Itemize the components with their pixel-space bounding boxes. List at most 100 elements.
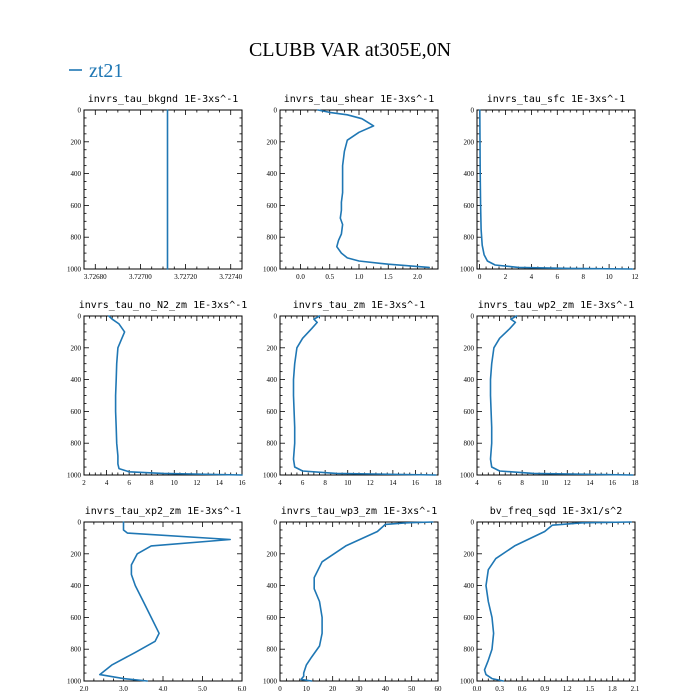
- panel-9: bv_freq_sqd 1E-3x1/s^2020040060080010000…: [460, 506, 640, 693]
- x-tick-label: 4.0: [159, 685, 168, 693]
- x-tick-label: 6: [127, 479, 131, 487]
- x-tick-label: 10: [303, 685, 311, 693]
- x-tick-label: 8: [150, 479, 154, 487]
- x-tick-label: 0: [278, 685, 282, 693]
- x-tick-label: 14: [216, 479, 224, 487]
- x-tick-label: 12: [632, 273, 640, 281]
- y-tick-label: 0: [78, 313, 82, 321]
- y-tick-label: 0: [274, 313, 278, 321]
- plot-frame: [279, 315, 439, 476]
- x-tick-label: 10: [344, 479, 352, 487]
- y-tick-label: 1000: [460, 266, 475, 274]
- panel-1: invrs_tau_bkgnd 1E-3xs^-1 0 200 400 600 800 10…: [67, 94, 243, 281]
- x-tick-label: 4: [530, 273, 534, 281]
- y-tick-label: 0: [274, 519, 278, 527]
- x-tick-label: 2: [504, 273, 508, 281]
- x-tick-label: 8: [520, 479, 524, 487]
- x-tick-label: 3.72720: [174, 273, 197, 281]
- y-tick-label: 800: [464, 646, 475, 654]
- x-tick-label: 6: [301, 479, 305, 487]
- y-tick-label: 400: [464, 582, 475, 590]
- y-tick-label: 1000: [263, 678, 278, 686]
- x-tick-label: 5.0: [198, 685, 207, 693]
- panel-title: invrs_tau_wp3_zm 1E-3xs^-1: [281, 506, 438, 517]
- plot-frame: [279, 521, 439, 682]
- x-tick-label: 16: [609, 479, 617, 487]
- x-tick-label: 1.0: [355, 273, 364, 281]
- x-tick-label: 0.0: [296, 273, 305, 281]
- x-tick-label: 12: [367, 479, 375, 487]
- x-tick-label: 3.72700: [129, 273, 152, 281]
- y-tick-label: 800: [71, 646, 82, 654]
- y-tick-label: 600: [71, 202, 82, 210]
- y-tick-label: 200: [464, 550, 475, 558]
- y-tick-label: 600: [267, 614, 278, 622]
- x-tick-label: 4: [475, 479, 479, 487]
- x-tick-label: 0: [478, 273, 482, 281]
- x-tick-label: 2.0: [413, 273, 422, 281]
- panel-8: invrs_tau_wp3_zm 1E-3xs^-102004006008001…: [263, 506, 442, 693]
- x-tick-label: 10: [171, 479, 179, 487]
- y-tick-label: 200: [267, 550, 278, 558]
- y-tick-label: 0: [471, 107, 475, 115]
- y-tick-label: 200: [464, 138, 475, 146]
- panel-6: invrs_tau_wp2_zm 1E-3xs^-10 200 400 600 800 1…: [460, 300, 639, 487]
- x-tick-label: 18: [435, 479, 443, 487]
- y-tick-label: 400: [267, 376, 278, 384]
- y-tick-label: 0: [471, 519, 475, 527]
- series-line-1: [489, 315, 634, 476]
- x-tick-label: 8: [581, 273, 585, 281]
- y-tick-label: 400: [71, 376, 82, 384]
- y-tick-label: 1000: [460, 472, 475, 480]
- panel-title: invrs_tau_xp2_zm 1E-3xs^-1: [85, 506, 242, 517]
- y-tick-label: 800: [464, 440, 475, 448]
- y-tick-label: 1000: [67, 472, 82, 480]
- y-tick-label: 1000: [67, 678, 82, 686]
- y-tick-label: 600: [464, 408, 475, 416]
- panel-4: invrs_tau_no_N2_zm 1E-3xs^-1 0 200 400 600 80…: [67, 300, 247, 487]
- panel-title: invrs_tau_no_N2_zm 1E-3xs^-1: [79, 300, 248, 311]
- x-tick-label: 14: [389, 479, 397, 487]
- y-tick-label: 400: [464, 170, 475, 178]
- y-tick-label: 1000: [263, 266, 278, 274]
- y-tick-label: 800: [267, 646, 278, 654]
- y-tick-label: 600: [71, 614, 82, 622]
- y-tick-label: 600: [267, 408, 278, 416]
- x-tick-label: 20: [329, 685, 337, 693]
- legend-label: zt21: [89, 60, 123, 82]
- series-line-1: [292, 315, 437, 476]
- x-tick-label: 0.3: [495, 685, 504, 693]
- x-tick-label: 10: [541, 479, 549, 487]
- panel-5: invrs_tau_zm 1E-3xs^-1 0 200 400 600 800 10004…: [263, 300, 442, 487]
- y-tick-label: 600: [464, 202, 475, 210]
- series-line-1: [108, 315, 243, 476]
- x-tick-label: 6.0: [238, 685, 247, 693]
- series-line-1: [483, 521, 633, 682]
- x-tick-label: 4: [278, 479, 282, 487]
- x-tick-label: 16: [412, 479, 420, 487]
- x-tick-label: 30: [356, 685, 364, 693]
- plot-frame: [83, 521, 243, 682]
- y-tick-label: 200: [71, 138, 82, 146]
- y-tick-label: 400: [267, 582, 278, 590]
- x-tick-label: 2.0: [80, 685, 89, 693]
- x-tick-label: 3.0: [119, 685, 128, 693]
- x-tick-label: 16: [239, 479, 247, 487]
- x-tick-label: 1.2: [563, 685, 572, 693]
- x-tick-label: 8: [323, 479, 327, 487]
- y-tick-label: 400: [71, 582, 82, 590]
- x-tick-label: 6: [556, 273, 560, 281]
- plot-frame: [476, 109, 636, 270]
- x-tick-label: 18: [632, 479, 640, 487]
- x-tick-label: 12: [193, 479, 201, 487]
- x-tick-label: 1.5: [585, 685, 594, 693]
- panel-title: invrs_tau_shear 1E-3xs^-1: [284, 94, 435, 105]
- series-line-1: [300, 521, 434, 682]
- y-tick-label: 1000: [263, 472, 278, 480]
- y-tick-label: 400: [267, 170, 278, 178]
- y-tick-label: 800: [267, 234, 278, 242]
- panel-3: invrs_tau_sfc 1E-3xs^-1 0 200 400 600 800 1000…: [460, 94, 639, 281]
- x-tick-label: 1.5: [384, 273, 393, 281]
- x-tick-label: 0.6: [518, 685, 527, 693]
